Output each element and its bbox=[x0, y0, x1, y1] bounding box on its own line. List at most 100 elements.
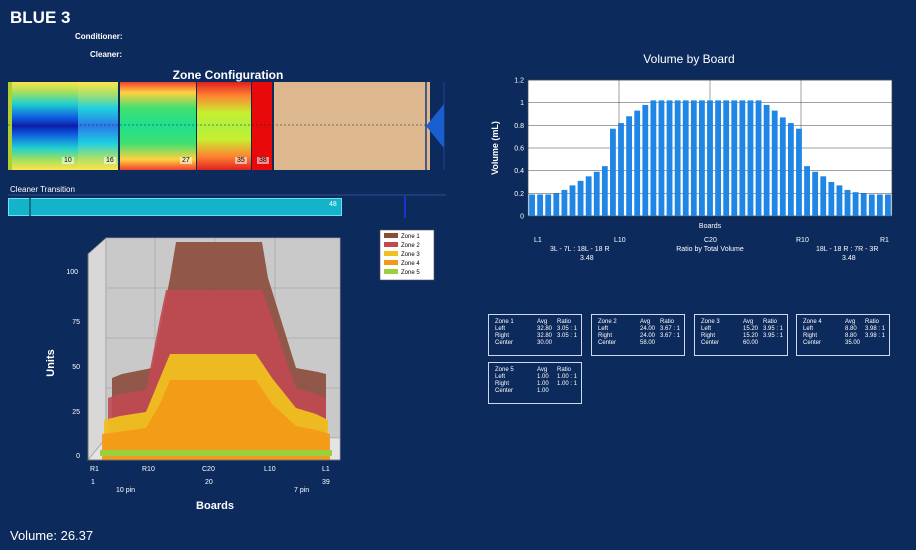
stats-left-avg: 15.20 bbox=[743, 326, 759, 332]
stats-zone-name: Zone 4 bbox=[803, 319, 822, 325]
stats-center-avg: 35.00 bbox=[845, 340, 861, 346]
volume-bar-44 bbox=[876, 194, 883, 216]
volume-left-value: 3.48 bbox=[580, 255, 594, 262]
volume-bar-28 bbox=[747, 100, 754, 216]
volume-right-value: 3.48 bbox=[842, 255, 856, 262]
volume-bar-10 bbox=[601, 166, 608, 216]
stats-left-avg: 32.80 bbox=[537, 326, 553, 332]
zone-stats-box-3: Zone 3 Avg Ratio Left 15.20 3.95 : 1 Right 15… bbox=[694, 314, 788, 356]
volume-xlabel: Boards bbox=[699, 223, 722, 230]
zone-label-16: 16 bbox=[104, 157, 116, 164]
units-xtick-r1: R1 bbox=[90, 466, 99, 473]
cleaner-marker[interactable] bbox=[404, 196, 406, 218]
stats-left-ratio: 3.67 : 1 bbox=[660, 326, 681, 332]
volume-bar-17 bbox=[658, 100, 665, 216]
volume-bar-23 bbox=[707, 100, 713, 216]
cleaner-split bbox=[29, 198, 31, 216]
stats-center-avg: 1.00 bbox=[537, 388, 549, 394]
zone-label-27: 27 bbox=[180, 157, 192, 164]
stats-avg-header: Avg bbox=[845, 319, 856, 325]
legend-zone-5: Zone 5 bbox=[401, 270, 420, 276]
cleaner-transition-value: 48 bbox=[329, 201, 337, 208]
zone-config-title: Zone Configuration bbox=[172, 68, 284, 82]
volume-bar-2 bbox=[537, 194, 544, 216]
volume-bar-33 bbox=[787, 123, 794, 216]
volume-bar-37 bbox=[820, 176, 827, 216]
zone-configuration-bar[interactable] bbox=[8, 82, 448, 170]
cleaner-transition-bar[interactable] bbox=[8, 198, 342, 216]
stats-ratio-header: Ratio bbox=[865, 319, 880, 325]
units-xnum-1: 1 bbox=[91, 479, 95, 486]
volume-ytick: 1 bbox=[520, 100, 524, 107]
stats-left-avg: 8.80 bbox=[845, 326, 857, 332]
stats-ratio-header: Ratio bbox=[557, 319, 572, 325]
volume-bar-16 bbox=[650, 100, 657, 216]
stats-avg-header: Avg bbox=[537, 319, 548, 325]
stats-right-label: Right bbox=[803, 333, 818, 339]
cleaner-track bbox=[8, 194, 446, 196]
volume-bar-14 bbox=[634, 110, 641, 216]
stats-ratio-header: Ratio bbox=[763, 319, 778, 325]
legend-zone-3: Zone 3 bbox=[401, 252, 420, 258]
conditioner-label: Conditioner: bbox=[75, 32, 123, 41]
volume-by-board-chart: 00.20.40.60.811.2 Volume (mL) Boards L1 … bbox=[490, 78, 893, 262]
stats-zone-name: Zone 1 bbox=[495, 319, 514, 325]
volume-left-ratio: 3L - 7L : 18L - 18 R bbox=[550, 246, 610, 253]
units-xtick-r10: R10 bbox=[142, 466, 155, 473]
stats-ratio-header: Ratio bbox=[557, 367, 572, 373]
cleaner-label: Cleaner: bbox=[90, 50, 123, 59]
volume-bar-45 bbox=[885, 194, 891, 216]
volume-bar-18 bbox=[666, 100, 673, 216]
stats-center-label: Center bbox=[803, 340, 822, 346]
stats-right-label: Right bbox=[495, 381, 510, 387]
stats-left-label: Left bbox=[495, 374, 506, 380]
legend-zone-2: Zone 2 bbox=[401, 243, 420, 249]
volume-ytick: 0.8 bbox=[514, 123, 524, 130]
stats-right-label: Right bbox=[598, 333, 613, 339]
stats-right-ratio: 3.95 : 1 bbox=[763, 333, 784, 339]
units-tick-0: 0 bbox=[76, 453, 80, 460]
zone-label-35: 35 bbox=[235, 157, 247, 164]
volume-bar-25 bbox=[723, 100, 730, 216]
stats-left-avg: 1.00 bbox=[537, 374, 549, 380]
volume-bar-35 bbox=[804, 166, 810, 216]
units-xtick-l1: L1 bbox=[322, 466, 330, 473]
stats-right-avg: 32.80 bbox=[537, 333, 553, 339]
stats-avg-header: Avg bbox=[743, 319, 754, 325]
volume-ytick: 0.2 bbox=[514, 191, 524, 198]
volume-bar-6 bbox=[569, 185, 576, 216]
volume-ylabel: Volume (mL) bbox=[490, 121, 500, 175]
page-title: BLUE 3 bbox=[10, 8, 71, 27]
volume-xtick-l1: L1 bbox=[534, 237, 542, 244]
volume-bar-31 bbox=[771, 110, 778, 216]
volume-xtick-r1: R1 bbox=[880, 237, 889, 244]
zone-stats-box-1: Zone 1 Avg Ratio Left 32.80 3.05 : 1 Right 32… bbox=[488, 314, 582, 356]
volume-yticks: 0 0.2 0.4 0.6 0.8 1 1.2 bbox=[514, 78, 524, 221]
volume-bar-36 bbox=[812, 171, 819, 216]
zone-stats-box-4: Zone 4 Avg Ratio Left 8.80 3.98 : 1 Right 8.8… bbox=[796, 314, 890, 356]
volume-bar-8 bbox=[585, 176, 592, 216]
legend-zone-1: Zone 1 bbox=[401, 234, 420, 240]
stats-center-label: Center bbox=[598, 340, 617, 346]
zone-label-10: 10 bbox=[62, 157, 74, 164]
volume-bar-30 bbox=[763, 104, 770, 216]
stats-center-label: Center bbox=[495, 340, 514, 346]
stats-zone-name: Zone 5 bbox=[495, 367, 514, 373]
stats-left-ratio: 3.98 : 1 bbox=[865, 326, 886, 332]
volume-ytick: 0.6 bbox=[514, 146, 524, 153]
units-ylabel: Units bbox=[45, 349, 57, 377]
units-pin-left: 10 pin bbox=[116, 487, 135, 494]
volume-bar-4 bbox=[553, 193, 560, 216]
volume-bar-32 bbox=[779, 117, 786, 216]
volume-bar-26 bbox=[731, 100, 738, 216]
volume-total: Volume: 26.37 bbox=[10, 528, 94, 543]
volume-bar-21 bbox=[690, 100, 697, 216]
stats-avg-header: Avg bbox=[640, 319, 651, 325]
volume-bar-7 bbox=[577, 180, 584, 216]
units-xlabel: Boards bbox=[196, 500, 234, 512]
stats-left-label: Left bbox=[803, 326, 814, 332]
volume-bar-12 bbox=[618, 123, 624, 216]
units-xtick-l10: L10 bbox=[264, 466, 276, 473]
zone-stats-box-5: Zone 5 Avg Ratio Left 1.00 1.00 : 1 Right 1.0… bbox=[488, 362, 582, 404]
units-pin-right: 7 pin bbox=[294, 487, 309, 494]
